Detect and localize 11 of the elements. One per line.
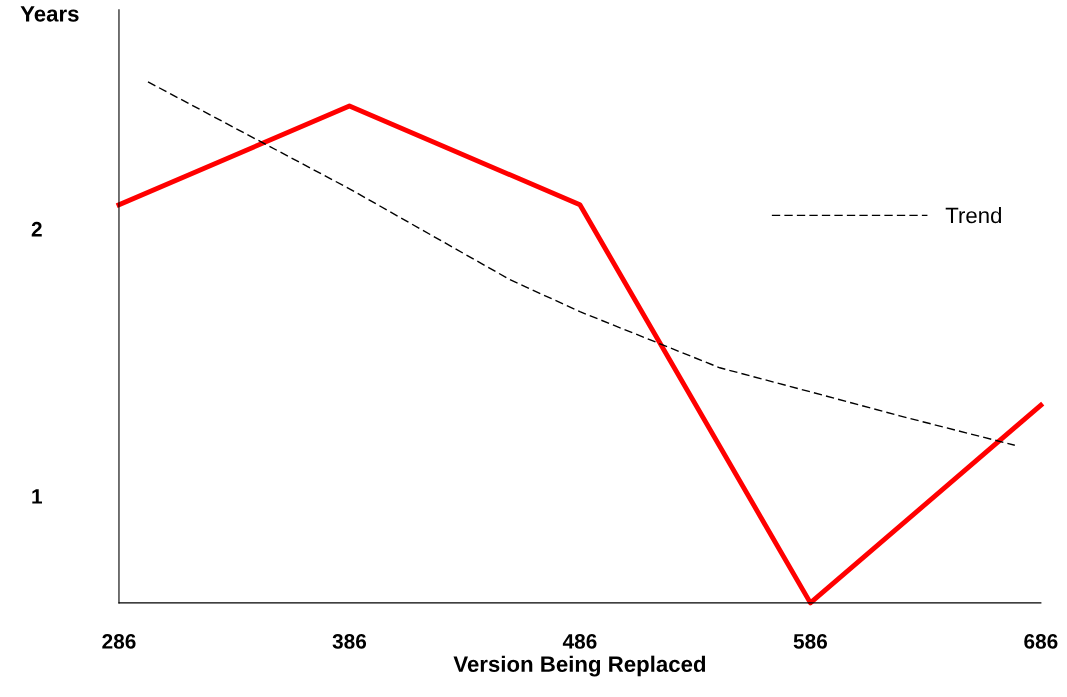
x-tick-label: 286 bbox=[102, 634, 136, 649]
y-tick-label: 2 bbox=[31, 221, 42, 237]
line-series bbox=[147, 81, 1016, 446]
x-tick-label: 686 bbox=[1024, 634, 1058, 649]
x-tick-label: 486 bbox=[562, 634, 597, 649]
x-axis-title: Version Being Replaced bbox=[453, 655, 706, 677]
y-axis-title: Years bbox=[20, 6, 79, 22]
y-tick-label: 1 bbox=[32, 489, 42, 504]
x-tick-label: 586 bbox=[793, 634, 828, 649]
text: Trend bbox=[945, 207, 1001, 224]
x-tick-label: 386 bbox=[332, 634, 367, 649]
